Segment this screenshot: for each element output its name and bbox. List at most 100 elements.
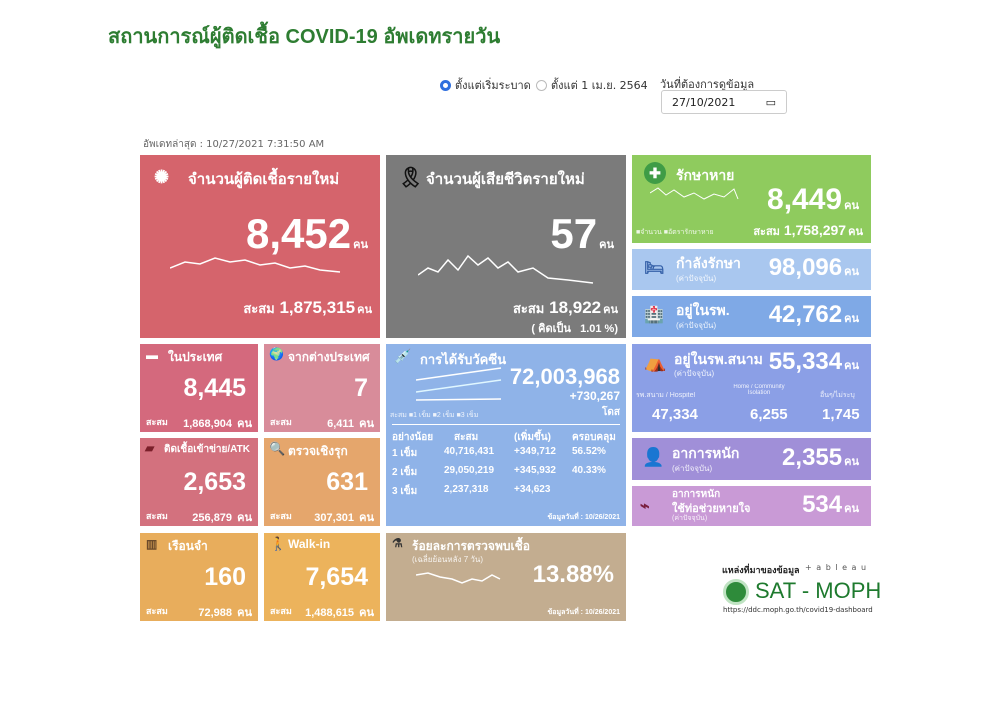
cum-label: สะสม — [270, 417, 292, 427]
card-label: ตรวจเชิงรุก — [288, 444, 348, 458]
table-cell: +34,623 — [514, 484, 551, 495]
radio-label: ตั้งแต่เริ่มระบาด — [455, 79, 531, 92]
cum-label: สะสม — [270, 606, 292, 616]
unit: คน — [237, 418, 252, 430]
table-cell: +345,932 — [514, 465, 556, 476]
card-value: 631 — [326, 468, 368, 496]
card-label-2: ใช้ท่อช่วยหายใจ — [672, 503, 751, 515]
table-cell: +349,712 — [514, 446, 556, 457]
unit: คน — [603, 304, 618, 316]
card-note: (ค่าปัจจุบัน) — [672, 515, 708, 522]
table-header: ครอบคลุม — [572, 432, 616, 443]
trend-sparkline — [650, 187, 739, 200]
source-url[interactable]: https://ddc.moph.go.th/covid19-dashboard — [723, 606, 873, 614]
home-isolation-value: 6,255 — [750, 406, 788, 423]
date-value: 27/10/2021 — [672, 96, 736, 109]
cum-value: 18,922 — [549, 298, 602, 317]
table-cell: 1 เข็ม — [392, 448, 418, 459]
card-label: จำนวนผู้เสียชีวิตรายใหม่ — [426, 171, 585, 188]
table-cell: 3 เข็ม — [392, 486, 418, 497]
ribbon-icon: 🎗 — [398, 167, 424, 189]
medical-cross-icon: ✚ — [644, 162, 666, 184]
last-updated: อัพเดทล่าสุด : 10/27/2021 7:31:50 AM — [143, 139, 325, 150]
cum-label: สะสม — [243, 301, 275, 316]
table-header: สะสม — [454, 432, 479, 443]
dose-unit: โดส — [602, 407, 620, 418]
field-hospital-card: ⛺ อยู่ในรพ.สนาม (ค่าปัจจุบัน) 55,334 คน ร… — [632, 344, 871, 432]
search-icon: 🔍 — [269, 441, 286, 456]
card-label: Walk-in — [288, 537, 331, 551]
legend-count: จำนวน — [640, 229, 662, 236]
cum-value: 72,988 — [198, 607, 233, 619]
cum-label: สะสม — [146, 417, 168, 427]
other-value: 1,745 — [822, 406, 860, 423]
patient-icon: 👤 — [642, 447, 665, 467]
cum-label: สะสม — [146, 511, 168, 521]
table-cell: 40.33% — [572, 465, 606, 476]
divider — [392, 424, 620, 425]
deaths-card: 🎗 จำนวนผู้เสียชีวิตรายใหม่ 57 คน สะสม 18,… — [386, 155, 626, 338]
cum-value: 1,758,297 — [783, 222, 847, 238]
radio-since-outbreak[interactable]: ตั้งแต่เริ่มระบาด — [440, 76, 531, 94]
radio-on-icon — [440, 79, 451, 91]
card-note: (ค่าปัจจุบัน) — [672, 464, 713, 473]
unit: คน — [359, 607, 374, 619]
card-value: 7 — [354, 374, 368, 402]
card-label: อยู่ในรพ.สนาม — [674, 351, 763, 367]
unit: คน — [844, 266, 859, 278]
lab-icon: ⚗ — [392, 536, 403, 550]
test-kit-icon: ▰ — [145, 441, 155, 455]
cum-value: 6,411 — [327, 418, 355, 430]
radio-label: ตั้งแต่ 1 เม.ย. 2564 — [551, 79, 648, 92]
card-value: 55,334 — [768, 348, 843, 375]
table-header: (เพิ่มขึ้น) — [514, 432, 551, 443]
table-cell: 40,716,431 — [444, 446, 495, 457]
table-header: อย่างน้อย — [392, 432, 434, 443]
card-value: 8,452 — [246, 210, 352, 257]
card-value: 7,654 — [305, 563, 368, 591]
card-note: (ค่าปัจจุบัน) — [674, 369, 715, 378]
vaccine-increase: +730,267 — [569, 389, 620, 403]
vaccine-card: 💉 การได้รับวัคซีน สะสม ■1 เข็ม ■2 เข็ม ■… — [386, 344, 626, 526]
table-cell: 2,237,318 — [444, 484, 489, 495]
date-input[interactable]: 27/10/2021 ▭ — [661, 90, 787, 114]
virus-icon: ✺ — [154, 167, 170, 187]
cum-value: 256,879 — [192, 512, 233, 524]
card-label: กำลังรักษา — [676, 255, 741, 271]
bed-icon: 🛏 — [644, 260, 665, 277]
walking-icon: 🚶 — [270, 536, 287, 551]
card-label: การได้รับวัคซีน — [420, 352, 507, 367]
imported-card: 🌍 จากต่างประเทศ 7 สะสม 6,411 คน — [264, 344, 380, 432]
data-date: ข้อมูลวันที่ : 10/26/2021 — [547, 514, 620, 521]
unit: คน — [237, 512, 252, 524]
vaccine-trend-chart — [416, 367, 502, 401]
domestic-card: ▬ ในประเทศ 8,445 สะสม 1,868,904 คน — [140, 344, 258, 432]
radio-since-april[interactable]: ตั้งแต่ 1 เม.ย. 2564 — [536, 76, 648, 94]
table-cell: 2 เข็ม — [392, 467, 418, 478]
vaccine-legend: สะสม ■1 เข็ม ■2 เข็ม ■3 เข็ม — [390, 412, 479, 419]
table-cell: 29,050,219 — [444, 465, 495, 476]
card-label: อยู่ในรพ. — [676, 302, 730, 318]
unit: คน — [844, 456, 859, 468]
hospital-icon: 🏥 — [644, 307, 664, 324]
other-label: อื่นๆ/ไม่ระบุ — [820, 392, 855, 399]
thai-flag-icon: ▬ — [146, 348, 158, 362]
unit: คน — [844, 313, 859, 325]
unit: คน — [359, 418, 374, 430]
cum-value: 1,868,904 — [183, 418, 233, 430]
unit: คน — [237, 607, 252, 619]
card-label: รักษาหาย — [676, 167, 735, 183]
ventilator-icon: ⌁ — [640, 498, 650, 515]
active-search-card: 🔍 ตรวจเชิงรุก 631 สะสม 307,301 คน — [264, 438, 380, 526]
cum-label: สะสม — [270, 511, 292, 521]
calendar-icon[interactable]: ▭ — [765, 96, 776, 109]
tent-icon: ⛺ — [644, 352, 667, 372]
page-title: สถานการณ์ผู้ติดเชื้อ COVID-19 อัพเดทรายว… — [108, 26, 501, 48]
card-label: ในประเทศ — [168, 350, 223, 364]
pct-value: 1.01 %) — [580, 323, 618, 335]
table-cell: 56.52% — [572, 446, 606, 457]
card-label: เรือนจำ — [168, 539, 208, 553]
cum-label: สะสม — [146, 606, 168, 616]
card-note: (ค่าปัจจุบัน) — [676, 274, 717, 283]
vaccine-total: 72,003,968 — [509, 364, 620, 389]
